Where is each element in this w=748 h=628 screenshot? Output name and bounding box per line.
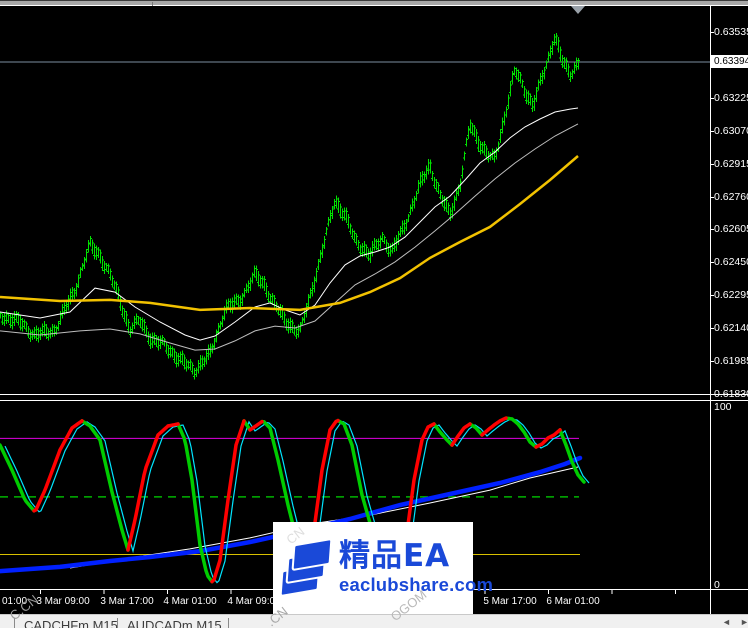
tab-separator xyxy=(14,618,15,628)
tab-scroll-right-arrow[interactable]: ► xyxy=(740,617,748,627)
chart-shift-marker-icon[interactable] xyxy=(571,6,585,14)
toolbar-edge xyxy=(0,0,748,6)
tab-cadchfm-m15[interactable]: CADCHFm M15 xyxy=(24,618,118,628)
tab-separator xyxy=(117,618,118,628)
bid-price-box: 0.63394 xyxy=(711,55,748,68)
tab-scroll-left-arrow[interactable]: ◄ xyxy=(722,617,731,627)
chart-tab-bar: CADCHFm M15 AUDCADm M15 ◄ ► xyxy=(0,614,748,628)
watermark-site-url: eaclubshare.com xyxy=(339,573,494,595)
watermark-title: 精品EA xyxy=(339,538,451,575)
tab-separator xyxy=(228,618,229,628)
stacked-books-icon xyxy=(279,537,335,598)
watermark-card: 精品EA eaclubshare.com xyxy=(273,522,493,614)
tab-audcadm-m15[interactable]: AUDCADm M15 xyxy=(127,618,222,628)
toolbar-divider xyxy=(152,2,153,6)
bid-price-value: 0.63394 xyxy=(714,56,748,67)
